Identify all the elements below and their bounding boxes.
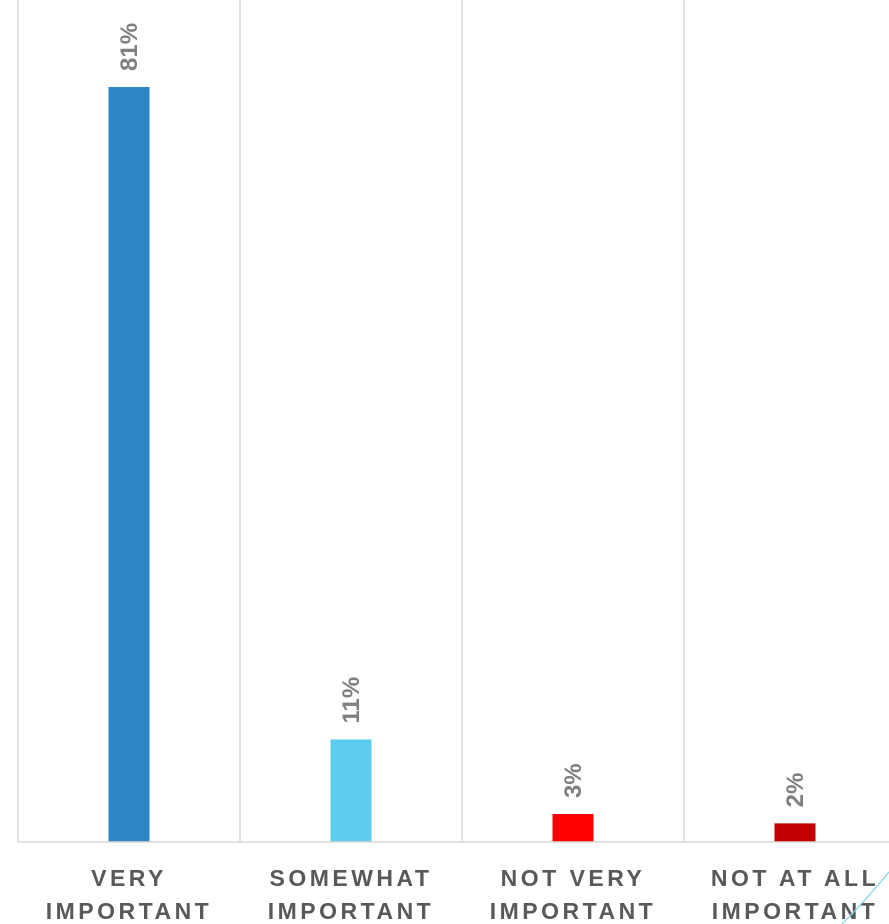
grid-lines	[17, 0, 685, 842]
category-tick-label: VERY	[91, 865, 167, 891]
bar	[108, 87, 150, 842]
category-tick-label: IMPORTANT	[46, 898, 213, 924]
bar	[774, 823, 816, 842]
data-labels: 81% 11% 3% 2%	[116, 23, 809, 807]
category-tick-label: NOT AT ALL	[711, 865, 879, 891]
category-tick-label: IMPORTANT	[490, 898, 657, 924]
data-label: 3%	[560, 763, 587, 798]
category-tick-label: IMPORTANT	[268, 898, 435, 924]
category-tick-label: NOT VERY	[501, 865, 646, 891]
bar	[330, 739, 372, 842]
bars	[108, 87, 816, 842]
category-tick-label: SOMEWHAT	[269, 865, 432, 891]
category-tick-label: IMPORTANT	[712, 898, 879, 924]
bar	[552, 814, 594, 842]
data-label: 2%	[782, 773, 809, 808]
data-label: 81%	[116, 23, 143, 71]
data-label: 11%	[338, 677, 365, 724]
decorative-corner-curve	[841, 871, 889, 924]
category-axis-labels: VERY IMPORTANT SOMEWHAT IMPORTANT NOT VERY IM…	[46, 865, 879, 924]
